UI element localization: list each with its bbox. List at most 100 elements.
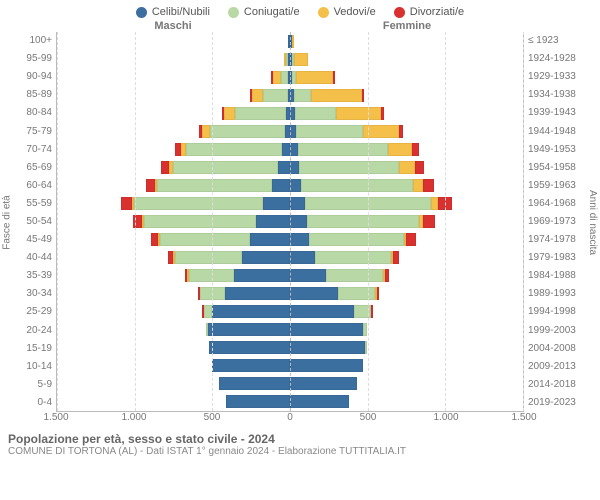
y-axis-right: Anni di nascita [586, 32, 600, 412]
footer: Popolazione per età, sesso e stato civil… [0, 426, 600, 457]
x-axis: 1.5001.00050005001.0001.500 [56, 412, 524, 426]
age-label: 10-14 [14, 358, 56, 376]
bar-segment [365, 341, 367, 354]
male-half [57, 86, 290, 104]
age-label: 70-74 [14, 141, 56, 159]
year-label: 1989-1993 [524, 285, 586, 303]
age-label: 50-54 [14, 213, 56, 231]
x-tick-label: 0 [287, 412, 293, 423]
bar-segment [381, 107, 384, 120]
male-half [57, 32, 290, 50]
bar-segment [157, 179, 272, 192]
year-label: ≤ 1923 [524, 32, 586, 50]
bar-segment [250, 233, 290, 246]
bar-segment [209, 341, 290, 354]
age-label: 95-99 [14, 50, 56, 68]
x-tick-label: 1.000 [433, 412, 458, 423]
bar-segment [272, 179, 290, 192]
bar-segment [362, 89, 364, 102]
x-tick-label: 1.000 [121, 412, 146, 423]
year-label: 2004-2008 [524, 340, 586, 358]
female-half [290, 357, 523, 375]
age-label: 0-4 [14, 394, 56, 412]
bar-segment [263, 197, 290, 210]
bar-segment [290, 395, 349, 408]
female-half [290, 122, 523, 140]
female-half [290, 339, 523, 357]
year-label: 1964-1968 [524, 195, 586, 213]
male-half [57, 231, 290, 249]
bar-segment [363, 323, 367, 336]
bar-segment [399, 161, 415, 174]
legend-item: Celibi/Nubili [136, 6, 210, 18]
bar-segment [290, 143, 298, 156]
x-tick-label: 1.500 [43, 412, 68, 423]
bar-segment [290, 233, 309, 246]
year-label: 1944-1948 [524, 122, 586, 140]
bar-segment [290, 323, 363, 336]
year-label: 1994-1998 [524, 303, 586, 321]
legend-label: Divorziati/e [410, 6, 464, 18]
y-axis-left-label: Fasce di età [2, 195, 13, 249]
year-labels-column: ≤ 19231924-19281929-19331934-19381939-19… [524, 32, 586, 412]
bar-segment [393, 251, 399, 264]
female-half [290, 285, 523, 303]
age-label: 90-94 [14, 68, 56, 86]
age-label: 15-19 [14, 340, 56, 358]
gridline [212, 32, 213, 411]
male-half [57, 104, 290, 122]
bar-segment [338, 287, 375, 300]
legend-dot [394, 7, 405, 18]
bar-segment [371, 305, 373, 318]
female-half [290, 32, 523, 50]
bar-segment [278, 161, 290, 174]
bar-segment [175, 251, 242, 264]
bar-segment [186, 143, 282, 156]
bar-segment [290, 161, 299, 174]
bar-segment [413, 179, 423, 192]
bar-segment [282, 143, 290, 156]
age-label: 100+ [14, 32, 56, 50]
female-half [290, 321, 523, 339]
female-half [290, 194, 523, 212]
year-label: 1924-1928 [524, 50, 586, 68]
bar-segment [212, 305, 290, 318]
male-half [57, 249, 290, 267]
y-axis-left: Fasce di età [0, 32, 14, 412]
bar-segment [290, 377, 357, 390]
bar-segment [399, 125, 404, 138]
bar-segment [377, 287, 379, 300]
bar-segment [290, 287, 338, 300]
bar-segment [208, 323, 290, 336]
age-label: 20-24 [14, 322, 56, 340]
female-half [290, 393, 523, 411]
bar-segment [161, 161, 169, 174]
male-half [57, 176, 290, 194]
male-half [57, 267, 290, 285]
legend-item: Coniugati/e [228, 6, 300, 18]
male-half [57, 285, 290, 303]
age-label: 40-44 [14, 249, 56, 267]
female-half [290, 50, 523, 68]
legend-label: Celibi/Nubili [152, 6, 210, 18]
year-label: 1929-1933 [524, 68, 586, 86]
bar-segment [290, 269, 326, 282]
bar-segment [252, 89, 263, 102]
male-half [57, 158, 290, 176]
male-half [57, 68, 290, 86]
bar-segment [290, 359, 363, 372]
female-half [290, 212, 523, 230]
bar-segment [290, 341, 365, 354]
age-label: 65-69 [14, 159, 56, 177]
bar-segment [336, 107, 381, 120]
bar-segment [412, 143, 419, 156]
bar-segment [151, 233, 158, 246]
gridline [290, 32, 291, 411]
legend-dot [318, 7, 329, 18]
male-half [57, 122, 290, 140]
female-half [290, 158, 523, 176]
bar-segment [296, 71, 333, 84]
male-half [57, 303, 290, 321]
age-label: 75-79 [14, 122, 56, 140]
chart-subtitle: COMUNE DI TORTONA (AL) - Dati ISTAT 1° g… [8, 446, 592, 457]
